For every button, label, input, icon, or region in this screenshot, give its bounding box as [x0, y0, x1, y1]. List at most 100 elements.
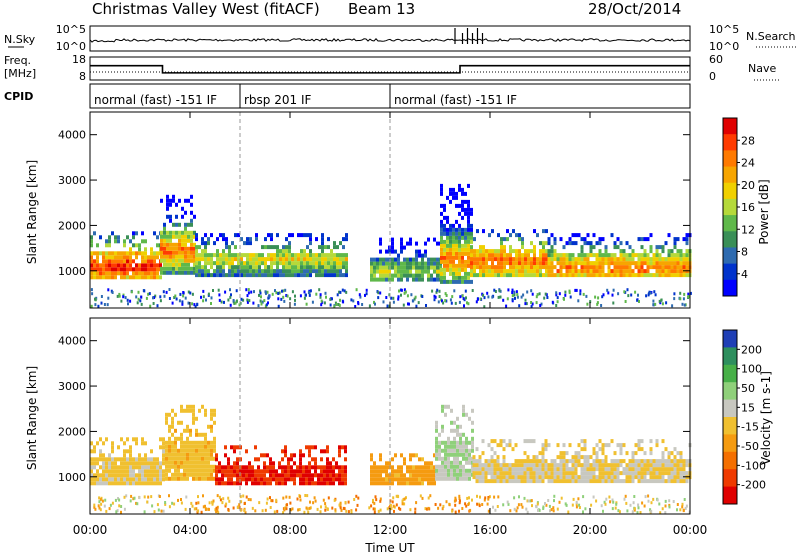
echo-cell — [126, 271, 129, 276]
echo-cell — [652, 265, 656, 270]
echo-cell — [493, 288, 496, 292]
echo-cell — [427, 461, 430, 466]
echo-cell — [264, 273, 267, 278]
echo-cell — [341, 288, 344, 292]
echo-cell — [592, 475, 596, 480]
echo-cell — [524, 298, 527, 302]
echo-cell — [160, 230, 163, 235]
echo-cell — [204, 241, 207, 246]
echo-cell — [441, 507, 444, 511]
echo-cell — [213, 261, 216, 266]
cpid-label: CPID — [4, 90, 33, 103]
echo-cell — [132, 259, 135, 264]
echo-cell — [282, 269, 285, 274]
echo-cell — [281, 465, 284, 470]
echo-cell — [583, 475, 587, 480]
echo-cell — [255, 261, 258, 266]
echo-cell — [249, 257, 252, 262]
echo-cell — [484, 463, 488, 468]
echo-cell — [227, 457, 230, 462]
echo-cell — [198, 269, 201, 274]
echo-cell — [269, 481, 272, 486]
echo-cell — [308, 449, 311, 454]
echo-cell — [479, 297, 482, 301]
echo-cell — [509, 249, 512, 254]
echo-cell — [550, 261, 554, 266]
echo-cell — [670, 471, 674, 476]
echo-cell — [284, 449, 287, 454]
echo-cell — [655, 443, 659, 448]
echo-cell — [409, 469, 412, 474]
echo-cell — [299, 477, 302, 482]
echo-cell — [320, 299, 323, 303]
echo-cell — [547, 479, 551, 484]
echo-cell — [517, 479, 521, 484]
echo-cell — [441, 460, 444, 465]
echo-cell — [126, 298, 129, 302]
echo-cell — [681, 302, 684, 306]
echo-cell — [637, 463, 641, 468]
echo-cell — [619, 249, 623, 254]
echo-cell — [653, 290, 656, 294]
echo-cell — [397, 273, 400, 278]
echo-cell — [440, 267, 443, 272]
echo-cell — [500, 249, 503, 254]
echo-cell — [94, 507, 97, 511]
echo-cell — [612, 500, 615, 504]
echo-cell — [271, 499, 274, 503]
echo-cell — [118, 292, 121, 296]
echo-cell — [177, 468, 180, 473]
echo-cell — [193, 262, 196, 267]
echo-cell — [458, 223, 461, 228]
echo-cell — [553, 273, 557, 278]
echo-cell — [613, 479, 617, 484]
echo-cell — [355, 508, 358, 512]
echo-cell — [342, 300, 345, 304]
echo-cell — [455, 239, 458, 244]
echo-cell — [415, 477, 418, 482]
echo-cell — [375, 498, 378, 502]
echo-cell — [518, 249, 521, 254]
echo-cell — [637, 293, 639, 297]
echo-cell — [470, 223, 473, 228]
echo-cell — [300, 265, 303, 270]
echo-cell — [219, 233, 222, 238]
echo-cell — [613, 257, 617, 262]
echo-cell — [516, 293, 519, 297]
echo-cell — [685, 261, 689, 266]
echo-cell — [436, 265, 439, 270]
echo-cell — [661, 455, 665, 460]
echo-cell — [160, 254, 163, 259]
echo-cell — [577, 459, 581, 464]
echo-cell — [559, 261, 563, 266]
echo-cell — [470, 235, 473, 240]
cpid-segment-label: rbsp 201 IF — [244, 93, 311, 107]
echo-cell — [628, 479, 632, 484]
colorbar-swatch — [723, 263, 737, 281]
echo-cell — [441, 440, 444, 445]
echo-cell — [529, 499, 532, 503]
echo-cell — [245, 481, 248, 486]
echo-cell — [455, 267, 458, 272]
echo-cell — [633, 495, 636, 498]
echo-cell — [613, 253, 617, 258]
echo-cell — [287, 457, 290, 462]
echo-cell — [261, 269, 264, 274]
echo-cell — [305, 302, 308, 306]
echo-cell — [631, 475, 635, 480]
echo-cell — [138, 457, 141, 462]
echo-cell — [607, 467, 611, 472]
echo-cell — [298, 508, 301, 511]
echo-cell — [126, 255, 129, 260]
echo-cell — [476, 257, 479, 262]
echo-cell — [108, 251, 111, 256]
echo-cell — [240, 265, 243, 270]
echo-cell — [96, 461, 99, 466]
echo-cell — [652, 479, 656, 484]
echo-cell — [452, 259, 455, 264]
echo-cell — [288, 269, 291, 274]
echo-cell — [297, 273, 300, 278]
echo-cell — [120, 457, 123, 462]
echo-cell — [634, 273, 638, 278]
echo-cell — [290, 465, 293, 470]
